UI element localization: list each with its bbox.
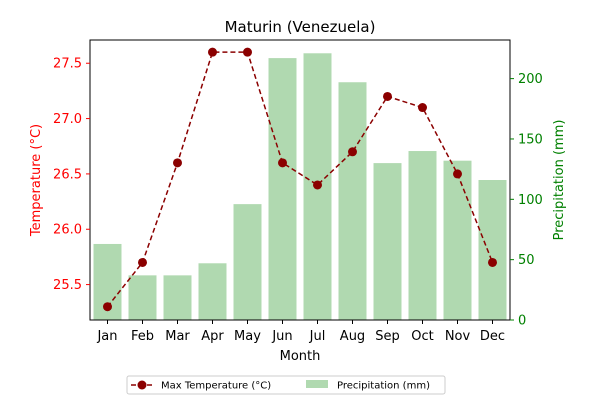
y-right-tick-label: 50: [518, 253, 535, 268]
x-tick-label: Nov: [445, 329, 471, 344]
temperature-point-mar: [173, 158, 182, 168]
temperature-point-jan: [103, 302, 112, 312]
y-axis-right-label: Precipitation (mm): [552, 120, 567, 241]
x-tick-label: Dec: [480, 329, 505, 344]
precipitation-bars-layer: [93, 53, 507, 320]
temperature-point-nov: [453, 169, 462, 179]
precipitation-bar-feb: [128, 275, 157, 320]
legend-label-precipitation: Precipitation (mm): [337, 381, 430, 392]
precipitation-bar-dec: [478, 180, 507, 320]
temperature-point-sep: [383, 91, 392, 101]
legend-label-temperature: Max Temperature (°C): [161, 381, 271, 392]
legend-point-marker: [137, 380, 147, 390]
precipitation-bar-aug: [338, 82, 367, 320]
temperature-point-may: [243, 47, 252, 57]
x-axis-label: Month: [280, 349, 321, 364]
x-tick-label: Apr: [201, 329, 224, 344]
temperature-point-jul: [313, 180, 322, 190]
x-tick-label: Oct: [411, 329, 433, 344]
x-tick-label: May: [234, 329, 261, 344]
y-axis-right: 0 50 100 150 200: [510, 72, 543, 329]
x-axis: Jan Feb Mar Apr May Jun Jul Aug Sep Oct Nov Dec: [96, 320, 505, 344]
precipitation-bar-may: [233, 204, 262, 320]
y-left-tick-label: 26.5: [53, 167, 82, 182]
x-tick-label: Jan: [96, 329, 117, 344]
x-tick-label: Aug: [340, 329, 365, 344]
temperature-point-aug: [348, 147, 357, 157]
x-tick-label: Jul: [309, 329, 326, 344]
precipitation-bar-mar: [163, 275, 192, 320]
precipitation-bar-sep: [373, 163, 402, 320]
precipitation-bar-apr: [198, 263, 227, 320]
y-right-tick-label: 200: [518, 72, 543, 87]
x-tick-label: Feb: [131, 329, 154, 344]
precipitation-bar-jun: [268, 58, 297, 320]
temperature-point-apr: [208, 47, 217, 57]
y-left-tick-label: 26.0: [53, 223, 82, 238]
legend-bar-swatch: [306, 380, 328, 388]
temperature-point-oct: [418, 103, 427, 113]
legend: Max Temperature (°C) Precipitation (mm): [126, 375, 446, 395]
temperature-line: [106, 51, 494, 308]
y-left-tick-label: 27.0: [53, 112, 82, 127]
y-left-tick-label: 25.5: [53, 278, 82, 293]
y-right-tick-label: 150: [518, 132, 543, 147]
y-right-tick-label: 0: [518, 314, 526, 329]
y-axis-left: 25.5 26.0 26.5 27.0 27.5: [53, 57, 90, 293]
x-tick-label: Sep: [375, 329, 400, 344]
precipitation-bar-nov: [443, 160, 472, 320]
precipitation-bar-oct: [408, 151, 437, 320]
plot-frame: [89, 39, 511, 321]
legend-frame: [126, 375, 446, 395]
temperature-point-dec: [488, 257, 497, 267]
x-tick-label: Jun: [271, 329, 292, 344]
temperature-point-feb: [138, 257, 147, 267]
temperature-line-layer: [103, 47, 497, 312]
x-tick-label: Mar: [165, 329, 190, 344]
y-axis-left-label: Temperature (°C): [29, 124, 44, 237]
y-right-tick-label: 100: [518, 193, 543, 208]
y-left-tick-label: 27.5: [53, 57, 82, 72]
chart-title: Maturin (Venezuela): [225, 18, 376, 36]
temperature-point-jun: [278, 158, 287, 168]
